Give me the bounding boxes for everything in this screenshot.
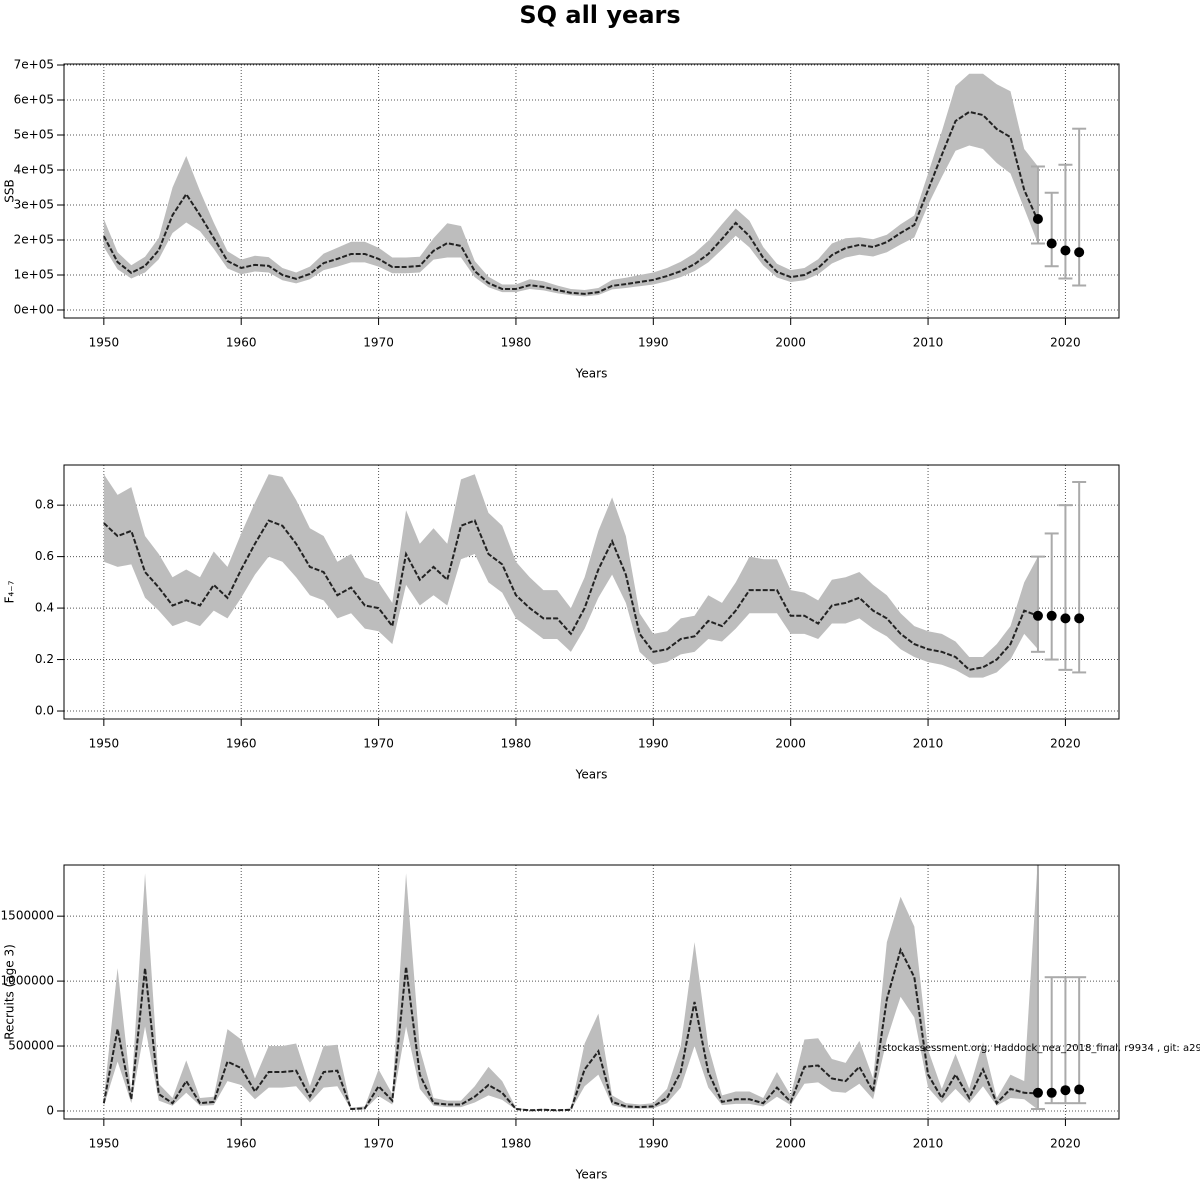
- forecast-point: [1046, 610, 1057, 621]
- x-tick-label: 2000: [775, 336, 806, 350]
- x-tick-label: 2010: [913, 737, 944, 751]
- x-tick-label: 2020: [1050, 336, 1081, 350]
- error-bar: [1030, 555, 1045, 653]
- y-tick-label: 0.8: [35, 498, 54, 512]
- forecast-point: [1074, 1084, 1085, 1095]
- error-bar: [1044, 532, 1059, 661]
- y-tick-label: 0.0: [35, 704, 54, 718]
- x-tick-label: 2020: [1050, 1137, 1081, 1151]
- error-bar: [1058, 504, 1073, 671]
- y-tick-label: 7e+05: [14, 58, 54, 72]
- y-tick-label: 2e+05: [14, 232, 54, 246]
- error-bar: [1072, 976, 1087, 1105]
- y-tick-label: 0e+00: [14, 302, 54, 316]
- forecast-point: [1046, 1087, 1057, 1098]
- x-tick-label: 2020: [1050, 737, 1081, 751]
- y-tick-label: 0.6: [35, 549, 54, 563]
- error-bar: [1030, 165, 1045, 245]
- error-bar: [1030, 865, 1045, 1111]
- x-tick-label: 1990: [638, 336, 669, 350]
- y-tick-label: 5e+05: [14, 128, 54, 142]
- x-tick-label: 1950: [89, 1137, 120, 1151]
- x-tick-label: 1980: [501, 737, 532, 751]
- x-tick-label: 1980: [501, 1137, 532, 1151]
- y-tick-label: 1000000: [1, 974, 54, 988]
- plot-frame: [63, 864, 1120, 1120]
- forecast-point: [1074, 613, 1085, 624]
- forecast-point: [1032, 610, 1043, 621]
- confidence-band: [103, 73, 1038, 297]
- y-tick-label: 1e+05: [14, 267, 54, 281]
- x-tick-label: 2000: [775, 1137, 806, 1151]
- annotation: stockassessment.org, Haddock_nea_2018_fi…: [882, 1043, 1200, 1054]
- chart-title: SQ all years: [519, 1, 680, 29]
- error-bar: [1072, 127, 1087, 287]
- x-tick-label: 1960: [226, 336, 257, 350]
- y-tick-label: 500000: [8, 1039, 54, 1053]
- x-tick-label: 1970: [363, 1137, 394, 1151]
- y-axis-label: SSB: [3, 179, 17, 202]
- estimate-line: [103, 519, 1039, 671]
- plot-area: [64, 64, 1119, 318]
- plot-frame: [63, 63, 1120, 319]
- estimate-line: [102, 110, 1039, 295]
- plot-frame: [63, 464, 1120, 720]
- error-bar: [1058, 976, 1073, 1105]
- x-tick-label: 2000: [775, 737, 806, 751]
- y-tick-label: 0: [46, 1103, 54, 1117]
- y-tick-label: 4e+05: [14, 163, 54, 177]
- x-tick-label: 1990: [638, 737, 669, 751]
- y-axis-label: Recruits (age 3): [3, 944, 17, 1040]
- x-tick-label: 1960: [226, 1137, 257, 1151]
- forecast-point: [1032, 213, 1043, 224]
- error-bar: [1044, 191, 1059, 268]
- y-tick-label: 3e+05: [14, 197, 54, 211]
- error-bar: [1072, 480, 1087, 674]
- y-tick-label: 1500000: [1, 909, 54, 923]
- x-tick-label: 1950: [89, 336, 120, 350]
- forecast-point: [1060, 613, 1071, 624]
- y-tick-label: 0.2: [35, 652, 54, 666]
- forecast-point: [1060, 245, 1071, 256]
- error-bar: [1044, 976, 1059, 1105]
- plot-area: [64, 465, 1119, 719]
- forecast-point: [1074, 247, 1085, 258]
- forecast-point: [1032, 1087, 1043, 1098]
- x-tick-label: 1970: [363, 737, 394, 751]
- y-tick-label: 0.4: [35, 601, 54, 615]
- x-axis-label: Years: [575, 768, 608, 782]
- x-tick-label: 2010: [913, 336, 944, 350]
- x-tick-label: 1960: [226, 737, 257, 751]
- plot-area: [64, 865, 1119, 1119]
- error-bar: [1058, 163, 1073, 280]
- x-tick-label: 1950: [89, 737, 120, 751]
- x-axis-label: Years: [575, 367, 608, 381]
- y-tick-label: 6e+05: [14, 93, 54, 107]
- y-axis-label: F₄₋₇: [3, 580, 17, 603]
- confidence-band: [103, 474, 1038, 678]
- forecast-point: [1060, 1085, 1071, 1096]
- x-tick-label: 1990: [638, 1137, 669, 1151]
- confidence-band: [103, 865, 1038, 1111]
- x-tick-label: 2010: [913, 1137, 944, 1151]
- x-axis-label: Years: [575, 1168, 608, 1182]
- forecast-point: [1046, 238, 1057, 249]
- x-tick-label: 1970: [363, 336, 394, 350]
- x-tick-label: 1980: [501, 336, 532, 350]
